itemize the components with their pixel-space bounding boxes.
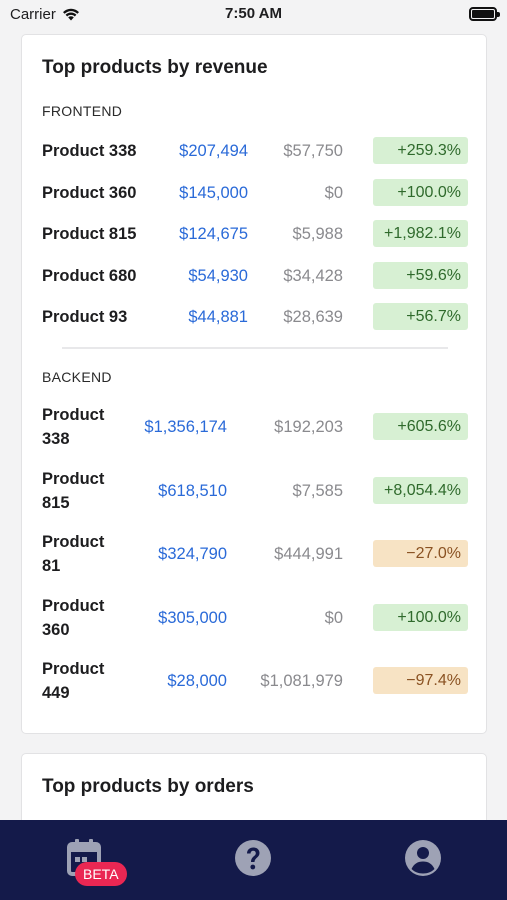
frontend-section-label: FRONTEND	[42, 103, 123, 119]
revenue-value: $324,790	[158, 545, 227, 563]
tab-account[interactable]	[403, 838, 443, 878]
product-name: Product 360	[42, 184, 137, 202]
carrier-group: Carrier	[10, 6, 80, 23]
change-badge: +56.7%	[373, 303, 468, 330]
backend-row[interactable]: Product 360 $305,000 $0 +100.0%	[22, 594, 488, 646]
revenue-value: $1,356,174	[144, 418, 227, 436]
backend-section-label: BACKEND	[42, 369, 112, 385]
wifi-icon	[62, 8, 79, 21]
frontend-row[interactable]: Product 680 $54,930 $34,428 +59.6%	[22, 261, 488, 291]
product-name-line1: Product	[42, 597, 105, 615]
status-time: 7:50 AM	[225, 5, 282, 22]
revenue-value: $54,930	[188, 267, 248, 285]
frontend-row[interactable]: Product 338 $207,494 $57,750 +259.3%	[22, 136, 488, 166]
change-badge: +1,982.1%	[373, 220, 468, 247]
change-badge: +100.0%	[373, 604, 468, 631]
product-name-line2: 449	[42, 684, 70, 702]
product-name-line2: 338	[42, 430, 70, 448]
top-products-by-revenue-card: Top products by revenue FRONTEND Product…	[21, 34, 487, 734]
product-name-line1: Product	[42, 660, 105, 678]
product-name: Product 815	[42, 467, 104, 515]
frontend-row[interactable]: Product 815 $124,675 $5,988 +1,982.1%	[22, 219, 488, 249]
previous-value: $192,203	[274, 418, 343, 436]
product-name-line2: 815	[42, 494, 70, 512]
revenue-value: $618,510	[158, 482, 227, 500]
product-name-line1: Product	[42, 406, 105, 424]
status-bar: Carrier 7:50 AM	[0, 0, 507, 28]
section-divider	[62, 347, 448, 349]
card-title: Top products by revenue	[42, 57, 268, 78]
previous-value: $57,750	[283, 142, 343, 160]
beta-badge: BETA	[75, 862, 127, 886]
product-name: Product 680	[42, 267, 137, 285]
revenue-value: $305,000	[158, 609, 227, 627]
change-badge: +100.0%	[373, 179, 468, 206]
revenue-value: $28,000	[167, 672, 227, 690]
tab-help[interactable]	[233, 838, 273, 878]
change-badge: −97.4%	[373, 667, 468, 694]
product-name-line2: 360	[42, 621, 70, 639]
product-name: Product 449	[42, 657, 104, 705]
change-badge: −27.0%	[373, 540, 468, 567]
previous-value: $1,081,979	[260, 672, 343, 690]
battery-icon	[469, 7, 500, 21]
frontend-row[interactable]: Product 360 $145,000 $0 +100.0%	[22, 178, 488, 208]
revenue-value: $145,000	[179, 184, 248, 202]
previous-value: $444,991	[274, 545, 343, 563]
revenue-value: $44,881	[188, 308, 248, 326]
product-name: Product 81	[42, 530, 104, 578]
account-icon	[405, 840, 441, 876]
product-name: Product 338	[42, 142, 137, 160]
backend-row[interactable]: Product 81 $324,790 $444,991 −27.0%	[22, 530, 488, 582]
product-name: Product 93	[42, 308, 128, 326]
product-name-line2: 81	[42, 557, 61, 575]
change-badge: +8,054.4%	[373, 477, 468, 504]
change-badge: +59.6%	[373, 262, 468, 289]
product-name-line1: Product	[42, 470, 105, 488]
product-name: Product 815	[42, 225, 137, 243]
previous-value: $0	[324, 184, 343, 202]
product-name: Product 338	[42, 403, 104, 451]
previous-value: $34,428	[283, 267, 343, 285]
card-title: Top products by orders	[42, 776, 254, 797]
product-name: Product 360	[42, 594, 104, 642]
change-badge: +605.6%	[373, 413, 468, 440]
carrier-label: Carrier	[10, 6, 56, 23]
previous-value: $5,988	[292, 225, 343, 243]
revenue-value: $124,675	[179, 225, 248, 243]
previous-value: $7,585	[292, 482, 343, 500]
backend-row[interactable]: Product 815 $618,510 $7,585 +8,054.4%	[22, 467, 488, 519]
previous-value: $28,639	[283, 308, 343, 326]
tab-bar: BETA	[0, 820, 507, 900]
change-badge: +259.3%	[373, 137, 468, 164]
backend-row[interactable]: Product 338 $1,356,174 $192,203 +605.6%	[22, 403, 488, 455]
revenue-value: $207,494	[179, 142, 248, 160]
help-icon	[235, 840, 271, 876]
backend-row[interactable]: Product 449 $28,000 $1,081,979 −97.4%	[22, 657, 488, 709]
previous-value: $0	[324, 609, 343, 627]
product-name-line1: Product	[42, 533, 105, 551]
frontend-row[interactable]: Product 93 $44,881 $28,639 +56.7%	[22, 302, 488, 332]
